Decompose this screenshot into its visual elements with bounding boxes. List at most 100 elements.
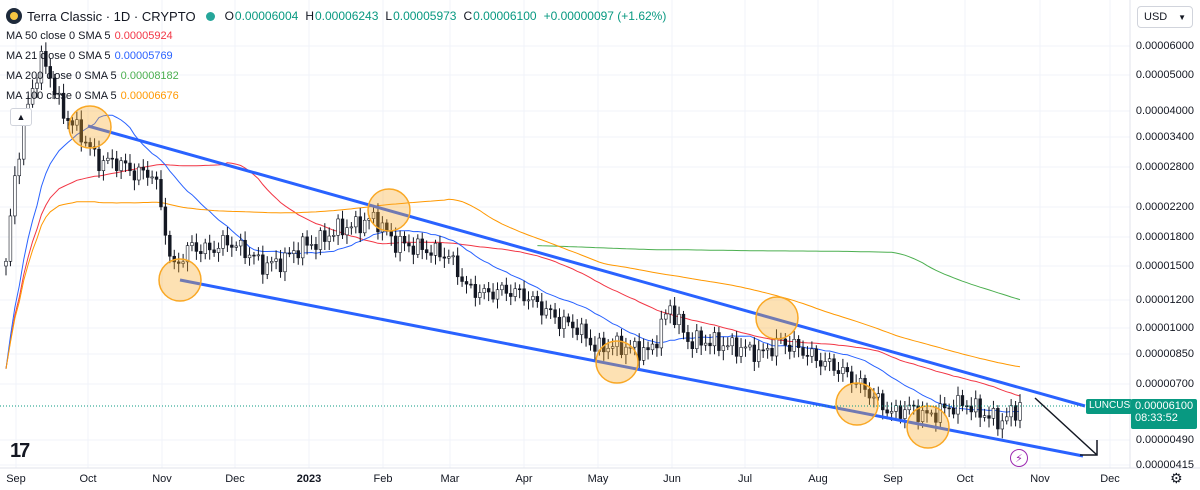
candle-body [331,235,336,237]
ma-legend-item[interactable]: MA 200 close 0 SMA 5 0.00008182 [6,66,673,86]
candle-body [114,158,119,171]
candle-body [920,410,925,422]
candle-body [464,281,469,285]
candle-body [836,370,841,374]
candle-body [438,242,442,258]
ma-legend-item[interactable]: MA 50 close 0 SMA 5 0.00005924 [6,26,673,46]
candle-body [491,291,495,300]
candle-body [53,77,57,96]
candle-body [39,51,44,84]
candle-body [774,337,779,357]
candle-body [734,337,739,357]
candle-body [544,308,548,316]
ohlc-low-label: L [385,9,393,23]
candle-body [424,249,429,254]
candle-body [633,341,637,348]
candle-body [903,409,907,419]
candle-body [1005,416,1009,422]
ma-legend-item[interactable]: MA 21 close 0 SMA 5 0.00005769 [6,46,673,66]
price-tick-label: 0.00004000 [1135,105,1194,117]
candle-body [562,316,566,329]
price-tick-label: 0.00000700 [1135,378,1194,390]
price-tick-label: 0.00005000 [1135,69,1194,81]
pivot-highlight-circle [367,188,411,232]
pivot-highlight-circle [158,258,202,302]
candle-body [540,301,544,316]
candle-body [145,169,150,178]
pivot-highlight-circle [835,382,879,426]
candle-body [305,236,309,246]
candle-body [672,305,677,326]
candle-body [141,166,145,171]
candle-body [1009,405,1013,418]
candle-body [88,142,92,148]
pivot-highlight-circle [906,405,950,449]
candle-body [757,349,761,362]
candle-body [796,339,801,348]
candle-body [247,254,252,259]
descending-channel [87,124,1086,458]
last-price-value: 0.00006100 [1135,400,1194,412]
price-tick-label: 0.00001200 [1135,294,1194,306]
time-tick-label: Dec [225,473,245,485]
price-tick-label: 0.00000850 [1135,348,1194,360]
candle-body [354,216,358,228]
ma-value: 0.00005924 [114,30,173,42]
candle-body [659,318,664,349]
candle-body [411,245,416,255]
pivot-highlight-circle [755,296,799,340]
candle-body [416,238,420,255]
candle-body [1018,402,1022,421]
candle-body [535,296,540,302]
candle-body [261,254,265,275]
ma-label: MA 50 close 0 SMA 5 [6,30,111,42]
candle-body [982,415,987,418]
candle-body [1013,405,1018,421]
candle-body [181,261,185,264]
candle-body [30,88,35,105]
candle-body [190,242,194,246]
candle-body [752,344,757,362]
tradingview-logo-icon[interactable]: 17 [10,440,30,462]
ma-line-ma100 [5,198,1021,369]
candle-body [593,344,597,352]
candle-body [101,160,106,171]
candle-body [57,92,61,96]
last-price-tag: 0.00006100 08:33:52 [1131,399,1197,429]
candle-body [314,244,318,250]
candle-body [256,254,261,257]
candle-body [699,330,703,346]
candle-body [526,299,531,302]
candle-body [872,396,876,399]
candle-body [234,245,238,248]
currency-select[interactable]: USD ▼ [1137,6,1193,28]
candlestick-series [4,42,1022,439]
symbol-header: Terra Classic · 1D · CRYPTO O 0.00006004 … [6,6,673,26]
candle-body [4,260,8,267]
lightning-icon[interactable]: ⚡ [1010,449,1028,467]
time-tick-label: Jul [737,473,753,485]
candle-body [934,412,938,423]
candle-body [726,345,730,348]
candle-body [238,239,243,247]
candle-body [455,255,460,278]
candle-body [110,157,114,160]
ma-legend-item[interactable]: MA 100 close 0 SMA 5 0.00006676 [6,86,673,106]
collapse-legend-button[interactable]: ▲ [10,108,32,126]
candle-body [969,405,973,413]
candle-body [548,308,553,311]
time-tick-label: Feb [373,473,393,485]
candle-body [513,288,517,297]
price-tick-label: 0.00003400 [1135,131,1194,143]
price-tick-label: 0.00002800 [1135,161,1194,173]
candle-body [97,148,101,171]
candle-body [509,293,513,297]
settings-gear-icon[interactable]: ⚙ [1170,470,1183,486]
candle-body [566,316,571,323]
candle-body [579,323,584,335]
time-tick-label: Jun [663,473,681,485]
candle-body [119,160,123,171]
candle-body [123,160,128,164]
symbol-title[interactable]: Terra Classic · 1D · CRYPTO [27,8,196,24]
